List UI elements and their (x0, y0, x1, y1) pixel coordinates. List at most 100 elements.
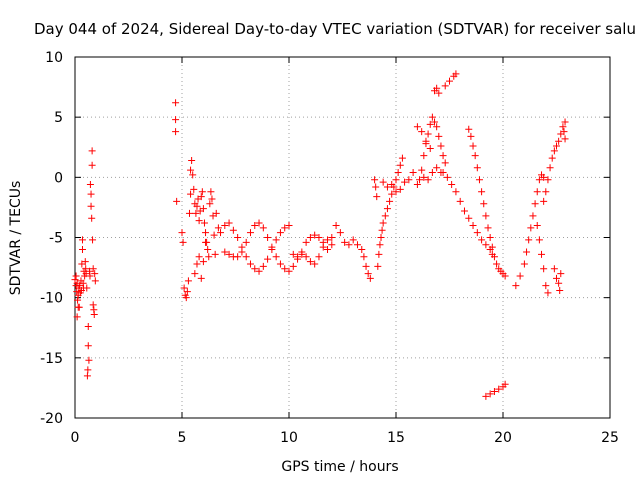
data-point (560, 128, 568, 136)
data-point (89, 301, 97, 309)
data-point (264, 255, 272, 263)
data-point (535, 176, 543, 184)
data-point (435, 132, 443, 140)
data-point (87, 190, 95, 198)
data-point (396, 161, 404, 169)
data-point (332, 221, 340, 229)
data-point (234, 253, 242, 261)
data-point (467, 132, 475, 140)
data-point (180, 284, 188, 292)
data-point (72, 272, 80, 280)
data-point (422, 137, 430, 145)
data-point (78, 236, 86, 244)
data-point (381, 212, 389, 220)
data-point (520, 260, 528, 268)
data-point (84, 342, 92, 350)
data-point (87, 202, 95, 210)
data-point (242, 253, 250, 261)
data-point (294, 253, 302, 261)
data-point (306, 258, 314, 266)
data-point (418, 128, 426, 136)
data-point (559, 123, 567, 131)
data-point (272, 253, 280, 261)
data-point (193, 202, 201, 210)
data-point (205, 253, 213, 261)
data-point (469, 221, 477, 229)
data-point (289, 250, 297, 258)
data-point (557, 270, 565, 278)
data-point (456, 197, 464, 205)
data-point (173, 197, 181, 205)
data-point (501, 272, 509, 280)
data-point (388, 181, 396, 189)
data-point (358, 246, 366, 254)
x-tick-label: 15 (387, 430, 405, 446)
data-point (561, 118, 569, 126)
chart-title: Day 044 of 2024, Sidereal Day-to-day VTE… (34, 20, 636, 38)
data-point (88, 147, 96, 155)
data-point (319, 238, 327, 246)
axis-ticks (74, 56, 611, 419)
data-point (460, 207, 468, 215)
data-point (200, 219, 208, 227)
data-point (349, 236, 357, 244)
data-point (441, 159, 449, 167)
data-point (211, 250, 219, 258)
data-point (388, 190, 396, 198)
data-point (394, 169, 402, 177)
data-point (189, 171, 197, 179)
data-point (465, 125, 473, 133)
data-point (178, 229, 186, 237)
data-point (83, 372, 91, 380)
data-point (542, 282, 550, 290)
data-point (91, 270, 99, 278)
data-point (542, 188, 550, 196)
data-point (433, 164, 441, 172)
data-point (204, 246, 212, 254)
data-point (372, 183, 380, 191)
data-point (379, 178, 387, 186)
data-point (184, 277, 192, 285)
data-point (259, 224, 267, 232)
data-point (90, 311, 98, 319)
data-point (401, 178, 409, 186)
data-point (443, 173, 451, 181)
data-point (246, 260, 254, 268)
data-point (377, 234, 385, 241)
data-point (78, 246, 86, 254)
data-point (81, 258, 89, 266)
x-axis-label: GPS time / hours (281, 459, 398, 475)
data-point (383, 183, 391, 191)
y-axis-label: SDTVAR / TECUs (8, 181, 24, 296)
data-point (172, 128, 180, 136)
data-point (289, 262, 297, 270)
data-point (229, 226, 237, 234)
data-point (439, 152, 447, 160)
data-point (298, 248, 306, 256)
data-point (336, 229, 344, 237)
x-tick-label: 10 (280, 430, 298, 446)
data-point (550, 265, 558, 273)
data-point (197, 193, 205, 201)
data-point (484, 224, 492, 232)
data-point (527, 224, 535, 232)
data-point (383, 205, 391, 213)
x-tick-labels: 0 5 10 15 20 25 (71, 430, 619, 446)
data-point (469, 142, 477, 150)
x-tick-label: 25 (601, 430, 619, 446)
data-point (478, 188, 486, 196)
data-point (187, 166, 195, 174)
data-point (88, 161, 96, 169)
data-point (376, 241, 384, 249)
data-point (242, 238, 250, 246)
data-point (392, 188, 400, 196)
data-point (285, 267, 293, 275)
data-point (488, 243, 496, 251)
data-point (255, 219, 263, 227)
data-point (311, 231, 319, 239)
data-point (523, 248, 531, 256)
data-point (208, 195, 216, 203)
data-point (452, 70, 460, 78)
data-point (311, 260, 319, 268)
data-point (531, 200, 539, 208)
